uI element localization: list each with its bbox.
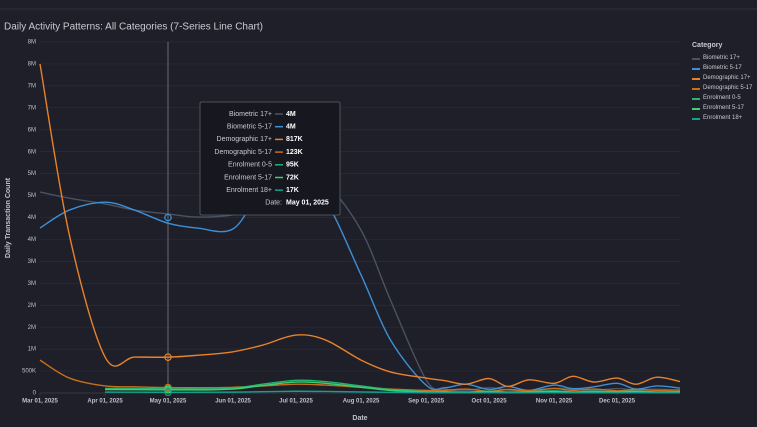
x-tick-label: Aug 01, 2025 xyxy=(343,399,380,405)
legend-item[interactable]: Biometric 17+ xyxy=(692,55,754,62)
tooltip-series-name: Demographic 5-17 xyxy=(214,149,272,156)
y-tick-label: 3M xyxy=(28,281,36,287)
x-tick-label: Mar 01, 2025 xyxy=(22,399,58,405)
legend-swatch xyxy=(692,98,700,100)
series-line xyxy=(39,63,681,388)
legend-item[interactable]: Enrolment 5-17 xyxy=(692,105,754,112)
tooltip-value: 4M xyxy=(286,124,296,131)
legend-item[interactable]: Biometric 5-17 xyxy=(692,65,754,72)
y-tick-label: 4M xyxy=(28,215,36,221)
x-tick-label: Sep 01, 2025 xyxy=(408,399,445,405)
tooltip-date-label: Date: xyxy=(265,200,282,207)
hover-marker xyxy=(164,353,172,361)
y-tick-label: 6M xyxy=(28,149,36,155)
legend-label: Biometric 5-17 xyxy=(703,65,742,71)
y-tick-label: 5M xyxy=(28,171,36,177)
y-tick-label: 6M xyxy=(28,127,36,133)
legend-swatch xyxy=(692,118,700,120)
x-tick-label: Jul 01, 2025 xyxy=(279,399,313,405)
legend-label: Demographic 17+ xyxy=(703,75,751,81)
legend-swatch xyxy=(692,108,700,110)
tooltip-series-name: Enrolment 0-5 xyxy=(228,162,272,169)
y-tick-label: 7M xyxy=(28,83,36,89)
tooltip-series-name: Enrolment 18+ xyxy=(226,187,272,194)
y-tick-label: 4M xyxy=(28,237,36,243)
series-line xyxy=(105,390,681,394)
y-tick-label: 8M xyxy=(28,62,36,68)
y-tick-label: 5M xyxy=(28,193,36,199)
legend-swatch xyxy=(692,68,700,70)
x-tick-label: Dec 01, 2025 xyxy=(599,399,636,405)
tooltip-date: May 01, 2025 xyxy=(286,200,329,207)
x-tick-label: Apr 01, 2025 xyxy=(87,399,123,405)
legend-swatch xyxy=(692,58,700,60)
tooltip-series-name: Biometric 5-17 xyxy=(227,124,272,131)
series-line xyxy=(39,174,681,392)
tooltip-series-name: Enrolment 5-17 xyxy=(224,174,272,181)
legend-label: Enrolment 5-17 xyxy=(703,105,745,111)
tooltip-value: 72K xyxy=(286,174,299,181)
tooltip-value: 123K xyxy=(286,149,303,156)
y-tick-label: 1M xyxy=(28,347,36,353)
tooltip-value: 4M xyxy=(286,111,296,118)
y-tick-label: 0 xyxy=(33,391,37,397)
legend-label: Enrolment 18+ xyxy=(703,115,743,121)
legend-item[interactable]: Demographic 17+ xyxy=(692,75,754,82)
tooltip-value: 95K xyxy=(286,162,299,169)
y-tick-label: 3M xyxy=(28,259,36,265)
y-tick-label: 2M xyxy=(28,325,36,331)
chart-title: Daily Activity Patterns: All Categories … xyxy=(4,22,263,33)
tooltip-series-name: Demographic 17+ xyxy=(217,136,272,143)
tooltip-series-name: Biometric 17+ xyxy=(229,111,272,118)
legend-label: Demographic 5-17 xyxy=(703,85,753,91)
legend-item[interactable]: Enrolment 0-5 xyxy=(692,95,754,102)
x-tick-label: Nov 01, 2025 xyxy=(536,399,573,405)
legend-title: Category xyxy=(692,42,723,49)
y-axis-label: Daily Transaction Count xyxy=(5,177,12,258)
hover-marker xyxy=(164,388,172,397)
y-tick-label: 7M xyxy=(28,105,36,111)
legend-item[interactable]: Enrolment 18+ xyxy=(692,115,754,122)
y-tick-label: 500K xyxy=(22,369,36,375)
y-tick-label: 2M xyxy=(28,303,36,309)
legend-item[interactable]: Demographic 5-17 xyxy=(692,85,754,92)
hover-marker xyxy=(164,213,172,222)
tooltip-value: 817K xyxy=(286,136,303,143)
x-tick-label: Jun 01, 2025 xyxy=(215,399,251,405)
hover-marker xyxy=(164,386,172,394)
legend-swatch xyxy=(692,88,700,90)
legend-label: Enrolment 0-5 xyxy=(703,95,741,101)
x-tick-label: May 01, 2025 xyxy=(150,399,187,405)
legend: Category Biometric 17+ Biometric 5-17 Demo… xyxy=(692,42,754,125)
y-tick-label: 8M xyxy=(28,40,36,46)
legend-swatch xyxy=(692,78,700,80)
tooltip-value: 17K xyxy=(286,187,299,194)
x-axis-label: Date xyxy=(352,415,367,422)
legend-label: Biometric 17+ xyxy=(703,55,740,61)
x-tick-label: Oct 01, 2025 xyxy=(472,399,508,405)
tooltip-box xyxy=(199,101,341,216)
